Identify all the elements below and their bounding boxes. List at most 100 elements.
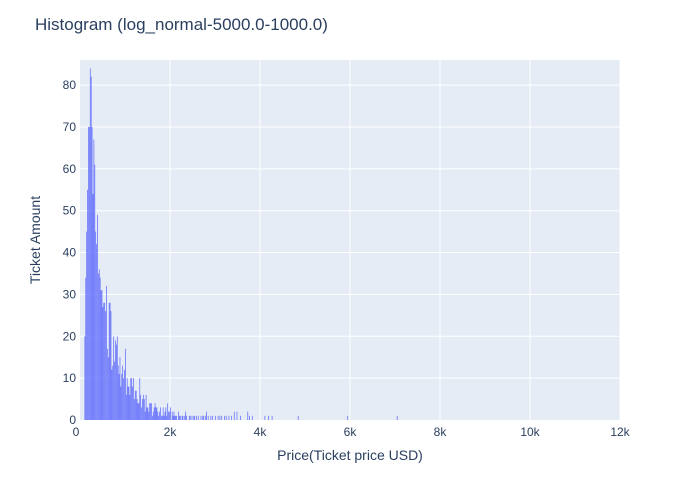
histogram-bar bbox=[87, 189, 88, 420]
histogram-bar bbox=[116, 336, 118, 420]
histogram-bar bbox=[143, 394, 144, 420]
histogram-bar bbox=[126, 378, 128, 420]
histogram-bar bbox=[219, 415, 221, 420]
histogram-bar bbox=[174, 415, 176, 420]
histogram-bar bbox=[202, 415, 204, 420]
histogram-bar bbox=[206, 411, 207, 420]
histogram-bar bbox=[96, 244, 97, 420]
histogram-bar bbox=[207, 415, 209, 420]
histogram-bar bbox=[132, 386, 133, 420]
histogram-bar bbox=[129, 394, 131, 420]
histogram-bar bbox=[105, 311, 106, 420]
histogram-bar bbox=[196, 415, 197, 420]
histogram-bar bbox=[155, 407, 157, 420]
histogram-bar bbox=[85, 277, 87, 420]
histogram-bar bbox=[178, 411, 179, 420]
histogram-bar bbox=[91, 126, 93, 420]
histogram-bar bbox=[212, 415, 214, 420]
histogram-bar bbox=[210, 415, 212, 420]
histogram-bar bbox=[179, 415, 181, 420]
grid-lines bbox=[80, 60, 621, 420]
histogram-bar bbox=[149, 403, 151, 420]
histogram-bar bbox=[90, 76, 92, 420]
histogram-bar bbox=[193, 415, 195, 420]
histogram-bar bbox=[182, 415, 184, 420]
x-tick-label: 12k bbox=[610, 425, 630, 439]
histogram-bar bbox=[156, 407, 158, 420]
histogram-bar bbox=[112, 365, 114, 420]
histogram-bar bbox=[102, 306, 104, 420]
histogram-bar bbox=[107, 348, 108, 420]
histogram-bar bbox=[125, 394, 127, 420]
histogram-bar bbox=[145, 394, 147, 420]
histogram-bar bbox=[396, 415, 398, 420]
histogram-bar bbox=[176, 415, 178, 420]
histogram-bar bbox=[136, 399, 138, 420]
histogram-bar bbox=[116, 344, 117, 420]
histogram-bar bbox=[114, 361, 115, 420]
histogram-bar bbox=[160, 407, 161, 420]
histogram-bar bbox=[147, 407, 149, 420]
histogram-bar bbox=[215, 415, 216, 420]
histogram-bar bbox=[148, 411, 150, 420]
y-axis-title: Ticket Amount bbox=[27, 196, 43, 284]
histogram-bar bbox=[153, 407, 155, 420]
histogram-bar bbox=[297, 415, 299, 420]
y-tick-label: 10 bbox=[63, 371, 77, 385]
histogram-bar bbox=[92, 193, 94, 420]
histogram-bar bbox=[173, 411, 175, 420]
histogram-bar bbox=[271, 415, 273, 420]
x-tick-label: 6k bbox=[344, 425, 358, 439]
y-tick-label: 30 bbox=[63, 287, 77, 301]
histogram-bar bbox=[197, 415, 199, 420]
histogram-bar bbox=[117, 365, 119, 420]
y-tick-label: 70 bbox=[63, 120, 77, 134]
histogram-bar bbox=[98, 269, 100, 420]
histogram-bar bbox=[347, 415, 349, 420]
histogram-bar bbox=[89, 68, 91, 420]
histogram-bar bbox=[170, 407, 171, 420]
histogram-bar bbox=[161, 415, 163, 420]
histogram-bar bbox=[171, 411, 173, 420]
histogram-bar bbox=[249, 415, 250, 420]
histogram-bar bbox=[158, 415, 160, 420]
histogram-bar bbox=[100, 290, 102, 420]
histogram-bar bbox=[119, 357, 121, 420]
y-tick-label: 20 bbox=[63, 329, 77, 343]
histogram-bar bbox=[228, 415, 230, 420]
histogram-bar bbox=[175, 415, 177, 420]
histogram-bar bbox=[231, 415, 232, 420]
histogram-bar bbox=[172, 415, 174, 420]
x-tick-label: 8k bbox=[434, 425, 448, 439]
histogram-bar bbox=[194, 415, 196, 420]
histogram-bar bbox=[86, 231, 88, 420]
histogram-bar bbox=[84, 336, 86, 420]
histogram-bar bbox=[225, 415, 227, 420]
histogram-bar bbox=[163, 415, 165, 420]
histogram-bar bbox=[140, 394, 142, 420]
x-tick-label: 0 bbox=[73, 425, 80, 439]
histogram-bar bbox=[120, 386, 122, 420]
histogram-bar bbox=[123, 378, 124, 420]
histogram-bar bbox=[121, 373, 123, 420]
histogram-bar bbox=[127, 386, 129, 420]
histogram-bar bbox=[152, 411, 154, 420]
histogram-bar bbox=[191, 415, 193, 420]
y-tick-label: 50 bbox=[63, 204, 77, 218]
histogram-bar bbox=[151, 403, 152, 420]
histogram-bar bbox=[130, 378, 132, 420]
histogram-bar bbox=[159, 411, 160, 420]
histogram-bar bbox=[184, 415, 186, 420]
histogram-bar bbox=[154, 403, 156, 420]
histogram-bar bbox=[115, 340, 116, 420]
histogram-bar bbox=[152, 415, 153, 420]
histogram-bar bbox=[179, 415, 180, 420]
x-tick-label: 10k bbox=[520, 425, 540, 439]
histogram-bar bbox=[247, 411, 249, 420]
histogram-bar bbox=[133, 378, 134, 420]
histogram-bar bbox=[146, 407, 148, 420]
y-tick-label: 0 bbox=[69, 413, 76, 427]
histogram-bar bbox=[166, 415, 168, 420]
histogram-bar bbox=[167, 403, 169, 420]
histogram-bar bbox=[94, 164, 96, 420]
